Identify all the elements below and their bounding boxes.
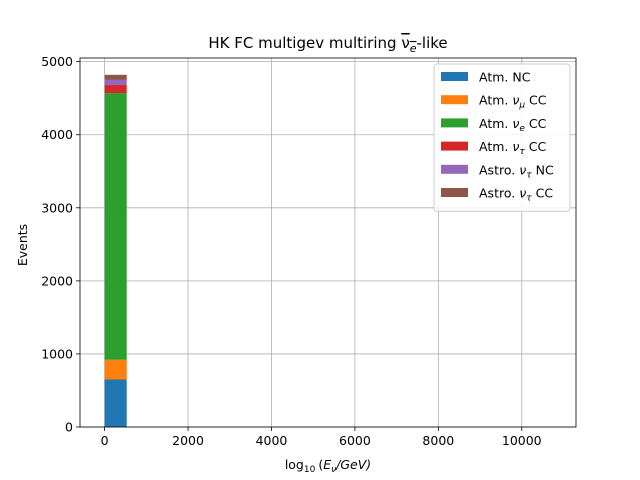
y-tick-label: 2000 [41,273,73,288]
x-tick-label: 6000 [339,433,371,448]
x-tick-label: 2000 [172,433,204,448]
legend-swatch-5 [441,164,468,174]
legend-label-3: Atm. νe CC [479,116,547,134]
y-tick-label: 3000 [41,200,73,215]
bar-segment-6 [104,74,127,80]
x-tick-label: 4000 [256,433,288,448]
x-tick-label: 0 [101,433,109,448]
x-axis-label: log10 (Eν/GeV) [285,457,371,475]
bar-segment-4 [104,85,127,94]
y-tick-label: 1000 [41,346,73,361]
title-nu: ν [401,34,409,52]
x-tick-label: 10000 [502,433,542,448]
legend-swatch-6 [441,188,468,197]
legend-label-6: Astro. ντ CC [479,186,553,204]
legend-swatch-3 [441,118,468,128]
bars [104,74,127,427]
legend-label-2: Atm. νμ CC [479,93,547,111]
bar-segment-1 [104,379,127,427]
chart-title: HK FC multigev multiring νe-like [208,34,447,55]
legend-swatch-2 [441,95,468,105]
legend-label-1: Atm. NC [479,70,531,85]
x-tick-label: 8000 [422,433,454,448]
bar-segment-5 [104,79,127,86]
legend: Atm. NC Atm. νμ CC Atm. νe CC Atm. ντ CC Ast… [433,63,571,212]
y-axis-label: Events [15,224,30,266]
y-tick-label: 0 [65,420,73,435]
title-nu-sub: e [410,42,417,55]
y-tick-label: 5000 [41,54,73,69]
legend-label-5: Astro. ντ NC [479,162,554,180]
title-suffix: -like [416,34,447,52]
plot-frame [79,57,577,428]
axes: 0 2000 4000 6000 8000 10000 0 1000 2000 3000 4000 5… [41,54,577,448]
bar-segment-3 [104,93,127,360]
y-tick-label: 4000 [41,127,73,142]
legend-label-4: Atm. ντ CC [479,139,546,157]
legend-swatch-1 [441,72,468,81]
bar-segment-2 [104,359,127,380]
legend-swatch-4 [441,141,468,151]
